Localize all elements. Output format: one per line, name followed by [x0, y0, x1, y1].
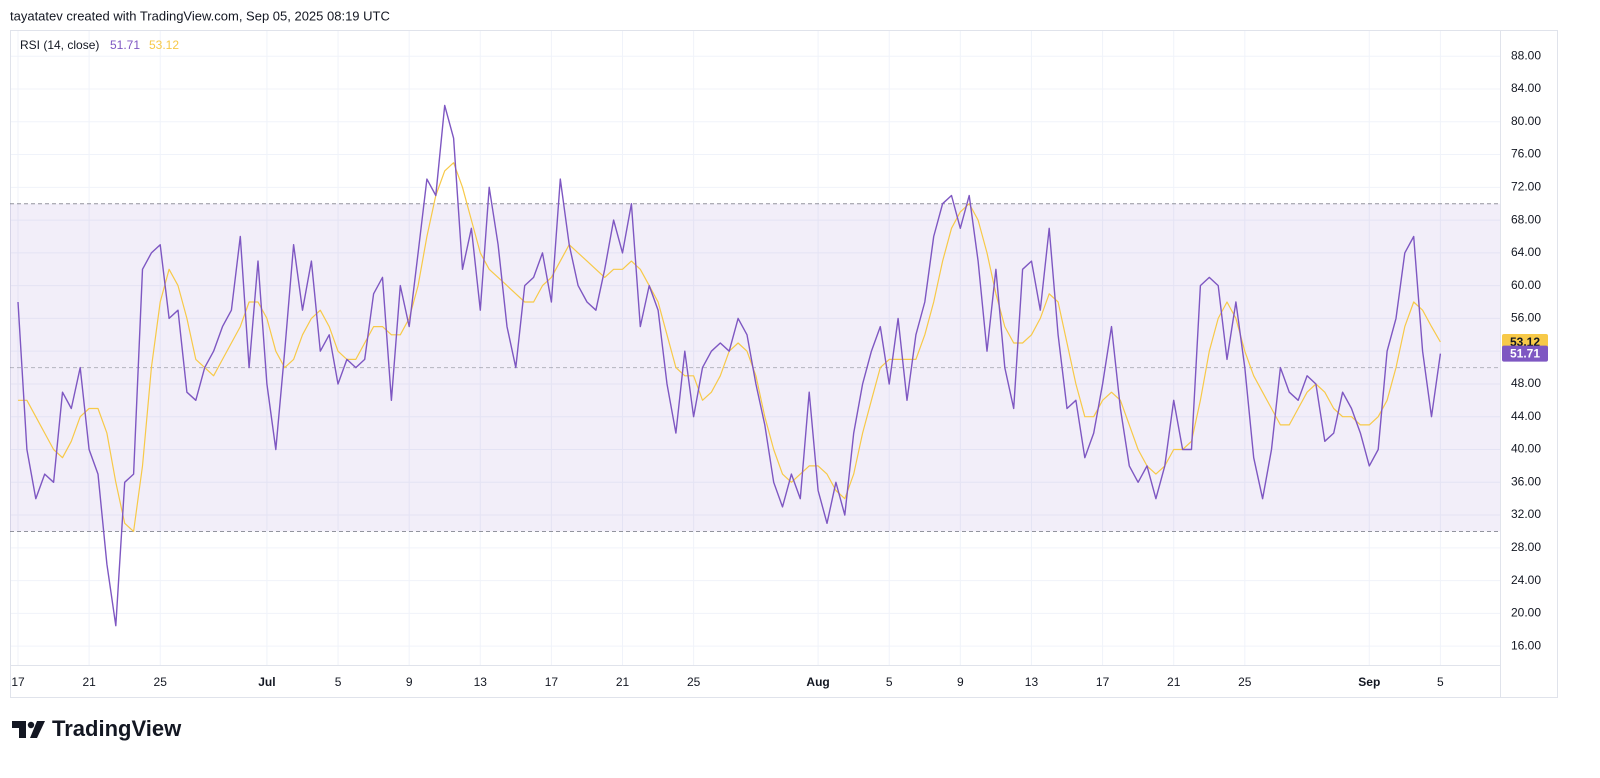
y-tick-label: 28.00 [1511, 540, 1541, 554]
x-tick-label: Jul [258, 675, 275, 689]
x-tick-label: 21 [82, 675, 96, 689]
brand-name: TradingView [52, 716, 182, 741]
legend: RSI (14, close) 51.71 53.12 [20, 38, 179, 52]
x-tick-label: 17 [11, 675, 25, 689]
last-value-label: 51.71 [1510, 347, 1540, 361]
header-text: tayatatev created with TradingView.com, … [10, 8, 390, 23]
x-tick-label: 9 [957, 675, 964, 689]
y-tick-label: 40.00 [1511, 442, 1541, 456]
x-tick-label: 9 [406, 675, 413, 689]
y-tick-label: 88.00 [1511, 48, 1541, 62]
y-tick-label: 68.00 [1511, 212, 1541, 226]
y-tick-label: 64.00 [1511, 245, 1541, 259]
y-tick-label: 24.00 [1511, 573, 1541, 587]
rsi-line [17, 104, 1442, 627]
x-tick-label: 21 [1167, 675, 1181, 689]
x-tick-label: 17 [1096, 675, 1110, 689]
y-tick-label: 76.00 [1511, 147, 1541, 161]
y-tick-label: 20.00 [1511, 606, 1541, 620]
x-tick-label: 5 [886, 675, 893, 689]
y-tick-label: 84.00 [1511, 81, 1541, 95]
x-tick-label: 25 [154, 675, 168, 689]
x-tick-label: 21 [616, 675, 630, 689]
legend-value: 53.12 [149, 38, 179, 52]
x-tick-label: 25 [687, 675, 701, 689]
legend-value: 51.71 [110, 38, 140, 52]
x-tick-label: Aug [806, 675, 829, 689]
legend-title: RSI (14, close) [20, 38, 99, 52]
y-tick-label: 80.00 [1511, 114, 1541, 128]
y-tick-label: 72.00 [1511, 179, 1541, 193]
last-value-badge [1502, 345, 1548, 362]
pane-border [10, 30, 1558, 698]
y-tick-label: 32.00 [1511, 507, 1541, 521]
y-tick-label: 16.00 [1511, 638, 1541, 652]
brand-logo: TradingView [12, 716, 182, 741]
y-tick-label: 36.00 [1511, 474, 1541, 488]
x-tick-label: 17 [545, 675, 559, 689]
x-tick-label: 13 [1025, 675, 1039, 689]
y-tick-label: 44.00 [1511, 409, 1541, 423]
x-tick-label: 13 [474, 675, 488, 689]
y-tick-label: 56.00 [1511, 311, 1541, 325]
x-tick-label: 25 [1238, 675, 1252, 689]
x-tick-label: Sep [1358, 675, 1380, 689]
x-tick-label: 5 [1437, 675, 1444, 689]
x-tick-label: 5 [335, 675, 342, 689]
y-tick-label: 60.00 [1511, 278, 1541, 292]
y-tick-label: 48.00 [1511, 376, 1541, 390]
